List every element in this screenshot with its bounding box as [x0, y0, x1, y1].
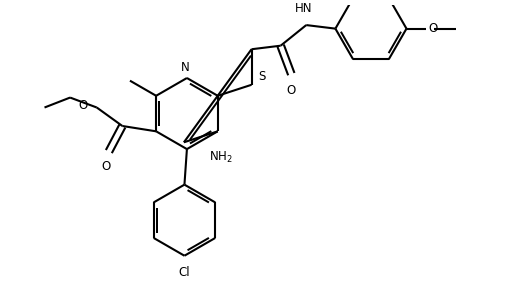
Text: O: O: [102, 160, 111, 173]
Text: Cl: Cl: [179, 266, 190, 279]
Text: O: O: [428, 22, 437, 35]
Text: N: N: [180, 61, 189, 74]
Text: HN: HN: [295, 2, 313, 15]
Text: S: S: [258, 70, 266, 83]
Text: O: O: [287, 84, 296, 97]
Text: O: O: [79, 98, 88, 112]
Text: NH$_2$: NH$_2$: [208, 149, 232, 165]
